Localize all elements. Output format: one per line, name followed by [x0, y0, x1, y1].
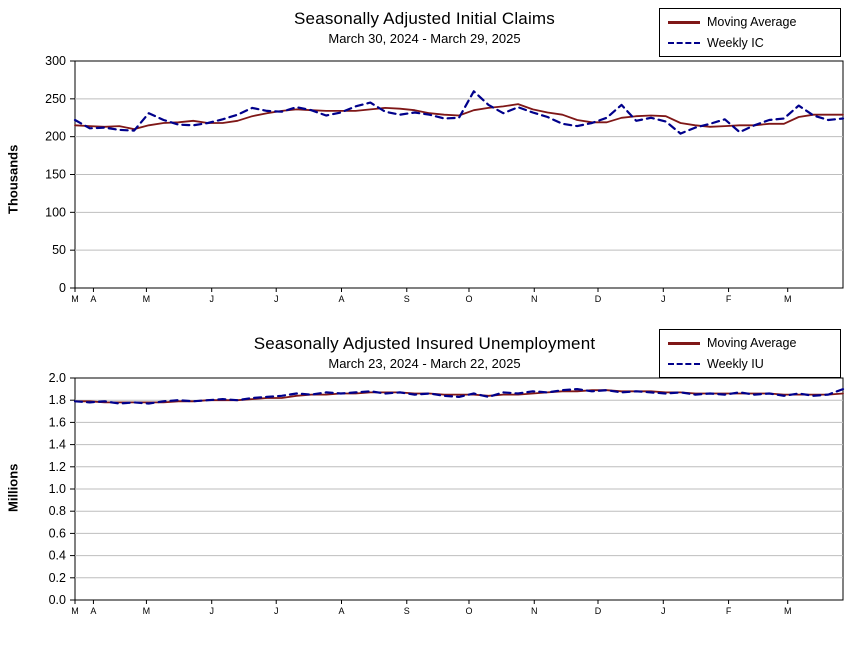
y-tick-label: 0.8	[49, 504, 66, 518]
x-tick-label: D	[595, 606, 602, 616]
initial-claims-chart: Seasonally Adjusted Initial Claims March…	[0, 0, 849, 304]
x-tick-label: A	[90, 294, 96, 304]
chart-title: Seasonally Adjusted Insured Unemployment	[253, 334, 596, 353]
x-tick-label: M	[143, 294, 151, 304]
y-tick-label: 200	[45, 130, 66, 144]
y-tick-label: 300	[45, 54, 66, 68]
solid-line-swatch	[668, 20, 700, 24]
y-tick-label: 2.0	[49, 372, 66, 385]
x-tick-label: F	[726, 606, 732, 616]
y-axis-label: Thousands	[5, 144, 21, 215]
x-tick-label: S	[404, 606, 410, 616]
y-axis-label: Millions	[5, 463, 21, 513]
y-tick-label: 0.6	[49, 526, 66, 540]
x-tick-label: O	[465, 294, 472, 304]
x-tick-label: M	[784, 606, 792, 616]
x-tick-label: M	[143, 606, 151, 616]
chart-header: Seasonally Adjusted Insured Unemployment…	[0, 325, 849, 372]
x-tick-label: M	[71, 294, 79, 304]
chart-subtitle: March 30, 2024 - March 29, 2025	[328, 31, 521, 46]
y-tick-label: 0.2	[49, 571, 66, 585]
x-tick-label: A	[338, 294, 344, 304]
dashed-line-swatch	[668, 42, 700, 44]
y-tick-label: 1.6	[49, 415, 66, 429]
dashed-line-swatch	[668, 363, 700, 365]
x-tick-label: J	[661, 606, 666, 616]
x-tick-label: D	[595, 294, 602, 304]
y-tick-label: 250	[45, 92, 66, 106]
x-tick-label: J	[274, 294, 279, 304]
legend-label: Weekly IC	[707, 36, 764, 50]
x-tick-label: S	[404, 294, 410, 304]
y-tick-label: 0.4	[49, 549, 66, 563]
y-tick-label: 1.2	[49, 460, 66, 474]
y-tick-label: 1.8	[49, 393, 66, 407]
x-tick-label: M	[71, 606, 79, 616]
legend-item-weekly-ic: Weekly IC	[668, 36, 832, 50]
x-tick-label: A	[338, 606, 344, 616]
legend-item-moving-average: Moving Average	[668, 15, 832, 29]
weekly-ic-line	[73, 90, 845, 135]
legend-item-moving-average: Moving Average	[668, 336, 832, 350]
legend-label: Moving Average	[707, 336, 797, 350]
chart-header: Seasonally Adjusted Initial Claims March…	[0, 0, 849, 47]
legend-box: Moving Average Weekly IU	[659, 329, 841, 378]
x-tick-label: N	[531, 606, 538, 616]
legend-item-weekly-iu: Weekly IU	[668, 357, 832, 371]
moving-average-line	[74, 389, 844, 404]
x-tick-label: J	[661, 294, 666, 304]
y-tick-label: 150	[45, 168, 66, 182]
plot-area: 0.0 0.2 0.4 0.6 0.8 1.0 1.2 1.4 1.6 1.8 2.0 M A M J J A S…	[49, 372, 845, 616]
x-tick-label: A	[90, 606, 96, 616]
solid-line-swatch	[668, 341, 700, 345]
legend-label: Weekly IU	[707, 357, 764, 371]
x-tick-label: J	[209, 606, 214, 616]
x-tick-label: O	[465, 606, 472, 616]
y-tick-label: 0	[59, 281, 66, 295]
x-tick-label: J	[209, 294, 214, 304]
y-tick-label: 1.4	[49, 438, 66, 452]
x-tick-label: N	[531, 294, 538, 304]
y-tick-label: 50	[52, 243, 66, 257]
x-tick-label: J	[274, 606, 279, 616]
x-tick-label: F	[726, 294, 732, 304]
moving-average-line	[74, 103, 844, 130]
chart-title: Seasonally Adjusted Initial Claims	[294, 9, 555, 28]
legend-box: Moving Average Weekly IC	[659, 8, 841, 57]
weekly-iu-line	[73, 388, 845, 405]
plot-area: 0 50 100 150 200 250 300 M A M J J A S O N D J F M	[45, 54, 845, 304]
x-tick-label: M	[784, 294, 792, 304]
chart-subtitle: March 23, 2024 - March 22, 2025	[328, 356, 521, 371]
legend-label: Moving Average	[707, 15, 797, 29]
y-tick-label: 0.0	[49, 593, 66, 607]
insured-unemployment-chart: Seasonally Adjusted Insured Unemployment…	[0, 325, 849, 649]
y-tick-label: 1.0	[49, 482, 66, 496]
y-tick-label: 100	[45, 205, 66, 219]
